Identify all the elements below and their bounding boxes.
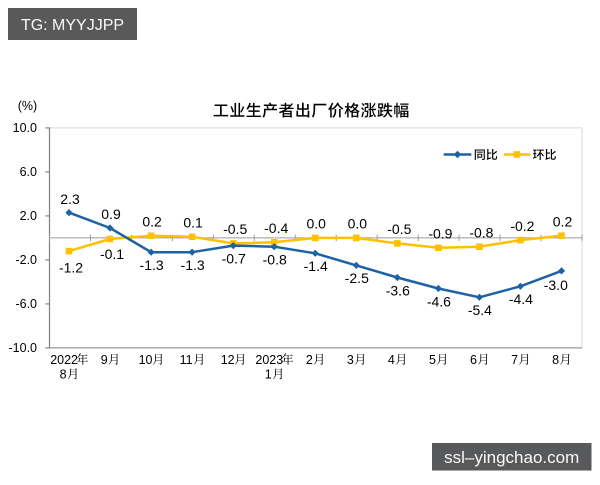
svg-text:0.2: 0.2 <box>553 214 573 230</box>
svg-text:9: 9 <box>101 353 108 367</box>
svg-text:1: 1 <box>265 367 272 381</box>
svg-text:-0.8: -0.8 <box>469 225 493 241</box>
svg-text:0.0: 0.0 <box>348 216 368 232</box>
svg-text:(%): (%) <box>18 99 37 113</box>
svg-text:-1.3: -1.3 <box>140 257 164 273</box>
svg-text:-10.0: -10.0 <box>9 341 38 355</box>
svg-text:0.1: 0.1 <box>183 215 203 231</box>
svg-text:3: 3 <box>347 353 354 367</box>
svg-text:-0.4: -0.4 <box>264 220 288 236</box>
svg-text:11: 11 <box>180 353 193 367</box>
svg-text:10.0: 10.0 <box>13 121 37 135</box>
svg-text:-4.6: -4.6 <box>427 293 451 309</box>
svg-text:-0.5: -0.5 <box>223 221 247 237</box>
svg-text:5: 5 <box>429 353 436 367</box>
svg-text:2.3: 2.3 <box>60 191 80 207</box>
svg-text:4: 4 <box>388 353 395 367</box>
svg-text:7: 7 <box>511 353 518 367</box>
svg-text:0.9: 0.9 <box>101 206 121 222</box>
svg-text:-3.6: -3.6 <box>386 282 410 298</box>
svg-text:0.0: 0.0 <box>306 216 326 232</box>
svg-text:-1.4: -1.4 <box>304 258 328 274</box>
svg-text:-0.1: -0.1 <box>100 246 124 262</box>
svg-text:-0.9: -0.9 <box>428 226 452 242</box>
svg-text:12: 12 <box>221 353 235 367</box>
svg-text:-1.2: -1.2 <box>59 259 83 275</box>
svg-text:-3.0: -3.0 <box>544 277 568 293</box>
svg-text:TG: MYYJJPP: TG: MYYJJPP <box>21 17 124 34</box>
svg-text:-5.4: -5.4 <box>468 302 492 318</box>
svg-text:-4.4: -4.4 <box>509 291 533 307</box>
svg-text:0.2: 0.2 <box>142 214 162 230</box>
svg-text:6: 6 <box>470 353 477 367</box>
svg-text:2.0: 2.0 <box>20 209 37 223</box>
svg-text:-2.5: -2.5 <box>345 270 369 286</box>
svg-text:2022: 2022 <box>50 353 78 367</box>
svg-text:-0.2: -0.2 <box>510 218 534 234</box>
svg-text:2: 2 <box>306 353 313 367</box>
svg-text:8: 8 <box>60 367 67 381</box>
svg-text:10: 10 <box>139 353 153 367</box>
svg-text:-6.0: -6.0 <box>15 297 37 311</box>
svg-text:-1.3: -1.3 <box>181 257 205 273</box>
svg-text:ssl–yingchao.com: ssl–yingchao.com <box>444 448 579 467</box>
svg-text:-0.7: -0.7 <box>222 250 246 266</box>
svg-text:2023: 2023 <box>255 353 283 367</box>
svg-text:-0.8: -0.8 <box>263 252 287 268</box>
svg-text:8: 8 <box>552 353 559 367</box>
svg-text:-0.5: -0.5 <box>387 221 411 237</box>
svg-text:-2.0: -2.0 <box>15 253 37 267</box>
svg-text:6.0: 6.0 <box>20 165 37 179</box>
